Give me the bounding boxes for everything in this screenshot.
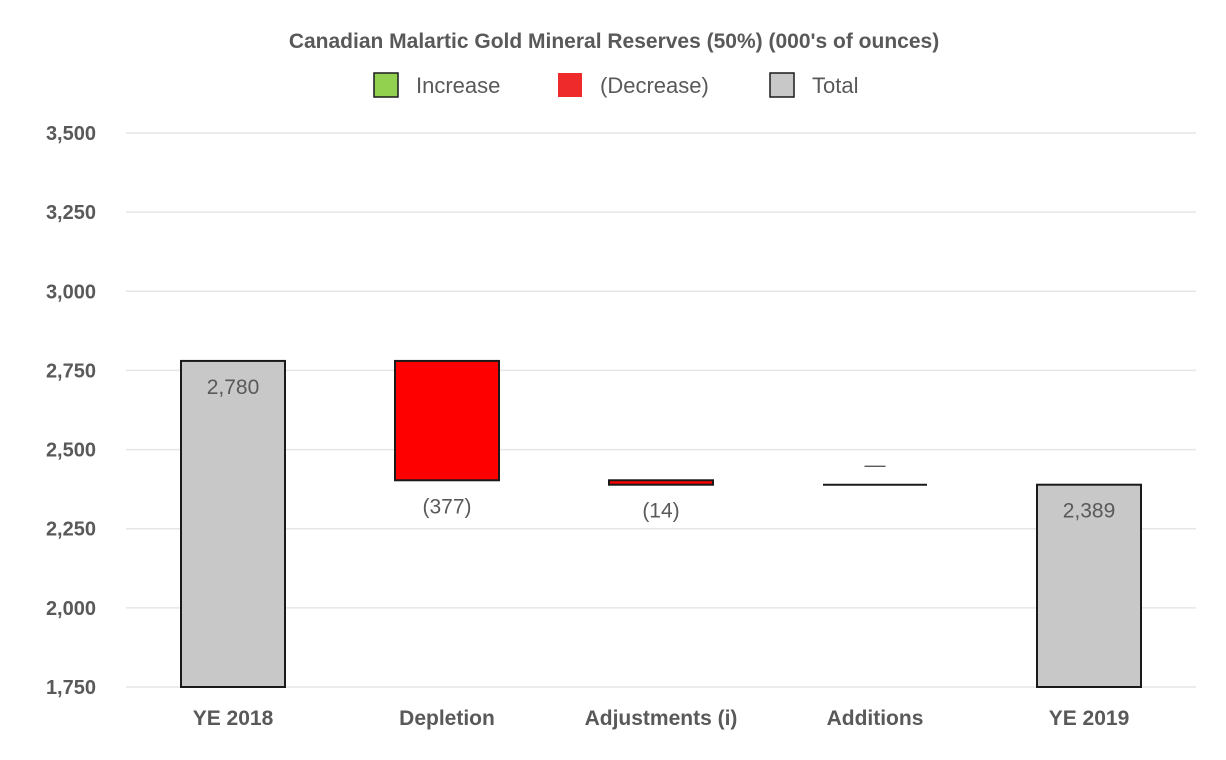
legend-label-total: Total (812, 73, 858, 98)
y-tick-label-2250: 2,250 (46, 519, 96, 541)
legend-label-decrease: (Decrease) (600, 73, 709, 98)
bar-ye-2019 (1036, 483, 1142, 688)
y-tick-label-2000: 2,000 (46, 598, 96, 620)
legend-item-total: Total (769, 72, 858, 98)
x-axis-tick-labels: YE 2018 Depletion Adjustments (i) Additions… (193, 707, 1130, 730)
data-label-additions: — (865, 454, 886, 477)
data-label-ye-2019: 2,389 (1063, 500, 1116, 523)
legend-swatch-total (769, 72, 795, 98)
chart-title: Canadian Malartic Gold Mineral Reserves … (289, 30, 939, 53)
y-tick-label-1750: 1,750 (46, 677, 96, 699)
x-tick-label-ye-2019: YE 2019 (1049, 707, 1130, 730)
legend-item-decrease: (Decrease) (558, 73, 709, 98)
data-labels: 2,780 (377) (14) — 2,389 (207, 376, 1116, 523)
x-tick-label-additions: Additions (827, 707, 924, 730)
y-tick-label-2500: 2,500 (46, 440, 96, 462)
y-tick-label-3500: 3,500 (46, 123, 96, 145)
legend: Increase (Decrease) Total (373, 72, 858, 98)
bar-depletion (394, 359, 500, 482)
legend-swatch-decrease (558, 73, 582, 97)
bars (180, 359, 1142, 688)
gridlines (126, 132, 1196, 688)
y-tick-label-2750: 2,750 (46, 360, 96, 382)
bar-adjustments-i (608, 479, 714, 486)
data-label-depletion: (377) (422, 495, 471, 518)
legend-item-increase: Increase (373, 72, 500, 98)
legend-swatch-increase (373, 72, 399, 98)
x-tick-label-ye-2018: YE 2018 (193, 707, 274, 730)
legend-label-increase: Increase (416, 73, 500, 98)
y-tick-label-3000: 3,000 (46, 281, 96, 303)
data-label-adjustments-i: (14) (642, 500, 679, 523)
y-tick-label-3250: 3,250 (46, 202, 96, 224)
x-tick-label-adjustments-i: Adjustments (i) (585, 707, 738, 730)
data-label-ye-2018: 2,780 (207, 376, 260, 399)
x-tick-label-depletion: Depletion (399, 707, 495, 730)
bar-ye-2018 (180, 359, 286, 688)
y-axis-tick-labels: 1,750 2,000 2,250 2,500 2,750 3,000 3,250 3,500 (46, 123, 96, 699)
